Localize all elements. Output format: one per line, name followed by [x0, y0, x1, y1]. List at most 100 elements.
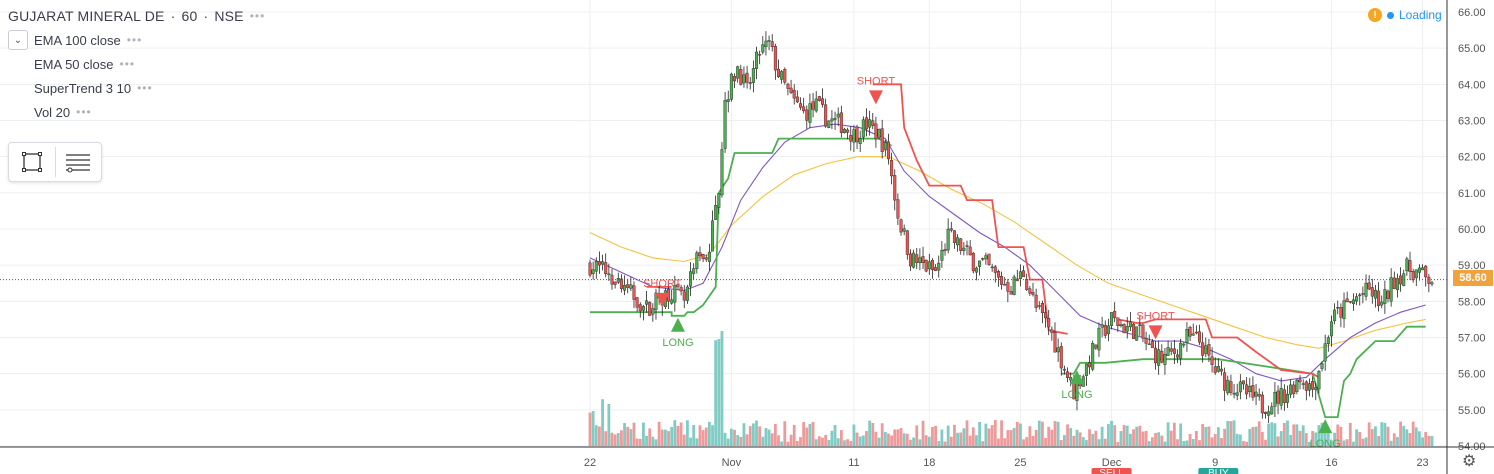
volume-bar: [770, 433, 774, 446]
indicator-row-volume[interactable]: Vol 20 •••: [8, 100, 265, 124]
candle-body: [1282, 389, 1286, 403]
candle-body: [670, 299, 674, 304]
candle-body: [1345, 298, 1349, 303]
candle-body: [1311, 381, 1315, 390]
candle-body: [890, 160, 894, 177]
list-lines-tool-icon[interactable]: [55, 143, 101, 181]
volume-bar: [1248, 428, 1252, 446]
volume-bar: [1172, 422, 1176, 446]
collapse-legend-icon[interactable]: ⌄: [8, 30, 28, 50]
volume-bar: [915, 425, 919, 446]
volume-bar: [767, 429, 771, 446]
candle-body: [607, 273, 611, 276]
volume-bar: [711, 425, 714, 446]
candle-body: [1062, 368, 1066, 371]
volume-bar: [1317, 425, 1321, 446]
volume-bar: [1207, 426, 1211, 446]
candle-body: [1025, 279, 1029, 290]
candle-body: [1402, 273, 1406, 286]
candle-body: [1157, 349, 1161, 366]
candle-body: [773, 46, 777, 71]
volume-bar: [1213, 434, 1217, 446]
volume-bar: [588, 412, 592, 446]
loading-status: ! Loading: [1368, 8, 1442, 22]
short-signal-label: SHORT: [857, 75, 896, 87]
volume-bar: [1044, 437, 1047, 446]
volume-bar: [1053, 421, 1057, 446]
volume-bar: [786, 441, 790, 446]
settings-gear-icon[interactable]: ⚙: [1462, 453, 1477, 470]
candle-body: [1006, 282, 1010, 292]
candle-body: [820, 98, 824, 105]
y-tick-label: 59.00: [1458, 260, 1486, 272]
candle-body: [698, 252, 702, 256]
last-price-label: 58.60: [1453, 270, 1493, 286]
candle-body: [830, 118, 834, 122]
volume-bar: [1267, 423, 1271, 446]
candle-body: [1273, 392, 1277, 407]
volume-bar: [1333, 432, 1337, 446]
candle-body: [846, 129, 850, 133]
candle-body: [707, 251, 711, 262]
volume-bar: [805, 427, 809, 446]
volume-bar: [780, 441, 784, 446]
volume-bar: [726, 438, 730, 446]
candle-body: [1421, 267, 1425, 271]
volume-bar: [1097, 439, 1101, 446]
candle-body: [1122, 324, 1126, 334]
volume-bar: [843, 440, 846, 446]
indicator-row-supertrend[interactable]: SuperTrend 3 10 •••: [8, 76, 265, 100]
warning-icon[interactable]: !: [1368, 8, 1382, 22]
candle-body: [814, 98, 818, 112]
more-options-icon[interactable]: •••: [76, 105, 92, 119]
candle-body: [990, 266, 994, 269]
candle-body: [940, 250, 944, 261]
more-options-icon[interactable]: •••: [119, 57, 136, 71]
volume-bar: [1402, 425, 1406, 446]
volume-bar: [748, 426, 752, 446]
volume-bar: [1069, 428, 1073, 446]
candle-body: [1113, 310, 1117, 319]
candle-body: [1044, 312, 1048, 319]
candle-body: [1056, 347, 1060, 353]
candle-body: [1408, 260, 1412, 273]
volume-bar: [1374, 426, 1377, 446]
volume-bar: [949, 436, 953, 446]
indicator-row-ema50[interactable]: EMA 50 close •••: [8, 52, 265, 76]
candle-body: [981, 258, 985, 260]
candle-body: [1037, 305, 1041, 307]
more-options-icon[interactable]: •••: [249, 9, 266, 23]
candle-body: [849, 134, 853, 142]
symbol-title[interactable]: GUJARAT MINERAL DE · 60 · NSE •••: [8, 4, 265, 28]
volume-bar: [968, 435, 972, 446]
candle-body: [1342, 300, 1346, 320]
more-options-icon[interactable]: •••: [137, 81, 153, 95]
rectangle-tool-icon[interactable]: [9, 143, 55, 181]
candle-body: [949, 228, 953, 231]
candle-body: [1405, 258, 1409, 272]
volume-bar: [620, 430, 623, 446]
candle-body: [1326, 337, 1330, 344]
volume-bar: [1188, 434, 1192, 446]
volume-bar: [943, 441, 947, 446]
candle-body: [723, 100, 727, 149]
candle-body: [1307, 383, 1311, 391]
bottom-marker-label: BUY: [1208, 468, 1229, 474]
candle-body: [802, 106, 806, 112]
candle-body: [927, 261, 931, 270]
more-options-icon[interactable]: •••: [126, 33, 143, 47]
volume-bar: [777, 435, 780, 446]
candle-body: [1263, 411, 1267, 414]
bottom-marker-badge: [1198, 468, 1239, 474]
candle-body: [635, 297, 639, 308]
volume-bar: [1364, 437, 1368, 446]
candle-body: [767, 40, 771, 42]
volume-bar: [613, 434, 617, 446]
volume-bar: [660, 429, 664, 446]
indicator-row-ema100[interactable]: ⌄ EMA 100 close •••: [8, 28, 265, 52]
volume-bar: [1088, 429, 1091, 446]
volume-bar: [865, 431, 868, 446]
volume-bar: [1012, 428, 1016, 446]
volume-bar: [1094, 430, 1098, 446]
